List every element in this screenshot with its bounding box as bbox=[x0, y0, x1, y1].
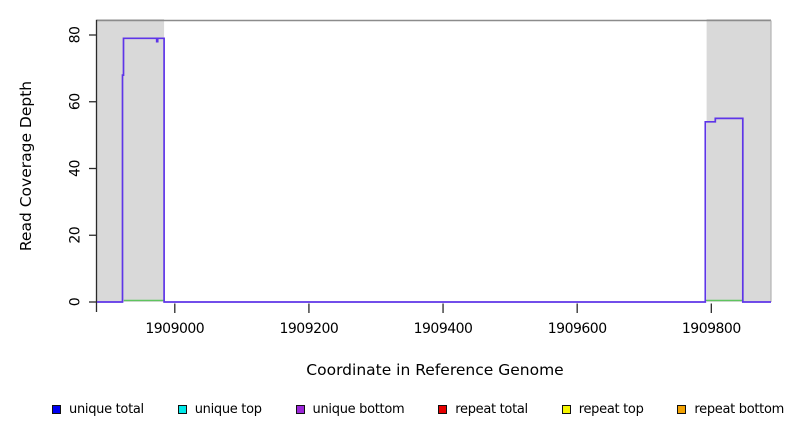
legend: unique total unique top unique bottom re… bbox=[52, 398, 784, 420]
highlight-region bbox=[97, 19, 165, 302]
legend-swatch-unique-bottom bbox=[295, 404, 305, 414]
legend-label: unique bottom bbox=[312, 401, 405, 417]
legend-swatch-repeat-total bbox=[438, 404, 448, 414]
legend-swatch-repeat-bottom bbox=[677, 404, 687, 414]
x-tick-label: 1909200 bbox=[279, 321, 338, 337]
legend-label: unique total bbox=[69, 401, 144, 417]
y-tick-label: 20 bbox=[68, 227, 84, 244]
legend-swatch-unique-total bbox=[52, 404, 61, 414]
x-tick-label: 1909000 bbox=[145, 321, 204, 337]
x-axis-title: Coordinate in Reference Genome bbox=[306, 361, 563, 379]
y-axis-title: Read Coverage Depth bbox=[17, 81, 35, 251]
plot-area bbox=[89, 19, 772, 313]
legend-item: repeat top bbox=[561, 401, 644, 417]
coverage-curve bbox=[97, 37, 771, 303]
legend-swatch-unique-top bbox=[177, 404, 187, 414]
y-tick-label: 0 bbox=[68, 298, 84, 306]
legend-item: repeat total bbox=[438, 402, 528, 417]
x-axis-tick-labels: 1909000 1909200 1909400 1909600 1909800 bbox=[145, 321, 741, 337]
y-tick-label: 80 bbox=[68, 27, 84, 44]
legend-label: unique top bbox=[194, 401, 262, 417]
legend-label: repeat total bbox=[455, 401, 528, 417]
x-tick-label: 1909600 bbox=[548, 321, 607, 337]
x-tick-label: 1909400 bbox=[414, 321, 473, 337]
legend-item: unique bottom bbox=[295, 401, 405, 417]
legend-item: repeat bottom bbox=[677, 402, 784, 417]
legend-item: unique top bbox=[177, 401, 262, 417]
y-tick-label: 40 bbox=[68, 160, 84, 177]
highlight-region bbox=[706, 19, 771, 302]
legend-label: repeat top bbox=[578, 401, 644, 417]
legend-label: repeat bottom bbox=[694, 401, 784, 417]
legend-item: unique total bbox=[52, 402, 144, 417]
x-tick-label: 1909800 bbox=[682, 321, 741, 337]
y-axis-tick-labels: 0 20 40 60 80 bbox=[68, 27, 84, 307]
legend-swatch-repeat-top bbox=[561, 404, 571, 414]
y-tick-label: 60 bbox=[68, 93, 84, 110]
